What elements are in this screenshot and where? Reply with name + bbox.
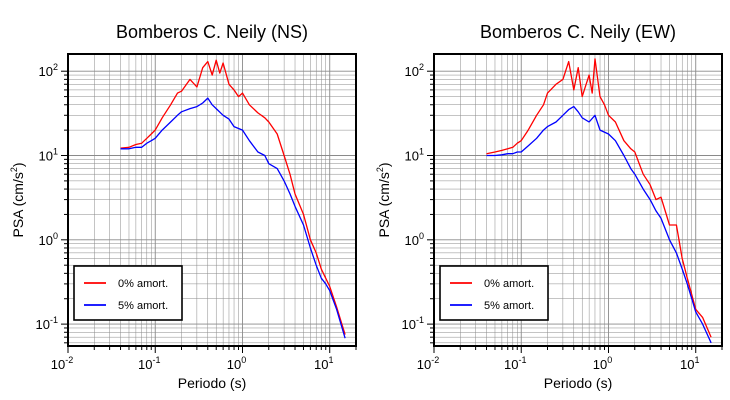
x-axis [67,346,357,353]
x-tick-label: 101 [680,355,699,372]
series-line-undamped [486,58,712,338]
legend-label: 0% amort. [118,278,168,290]
series-line-damped [486,105,712,344]
x-tick-label: 100 [593,355,612,372]
x-tick-label: 10-1 [504,355,526,372]
legend: 0% amort. 5% amort. [73,265,183,321]
x-tick-label: 10-2 [417,355,439,372]
legend-box [439,265,549,321]
y-tick-label: 102 [39,62,58,79]
y-axis [427,70,434,344]
y-tick-label: 10-1 [36,315,58,332]
legend-label: 5% amort. [484,300,534,312]
x-axis-label: Periodo (s) [544,375,612,391]
x-tick-label: 100 [227,355,246,372]
x-axis [433,346,723,353]
chart-panel-2: 10-2 10-1 100 101 10-1 100 101 102 Bomberos C. N… [375,22,723,391]
y-axis-label: PSA (cm/s2) [9,162,26,237]
legend: 0% amort. 5% amort. [439,265,549,321]
x-tick-label: 10-2 [51,355,73,372]
y-axis [61,70,68,344]
y-tick-label: 100 [39,231,58,248]
x-tick-label: 101 [314,355,333,372]
x-tick-label: 10-1 [138,355,160,372]
chart-title: Bomberos C. Neily (EW) [480,22,676,42]
chart-title: Bomberos C. Neily (NS) [116,22,308,42]
y-tick-label: 101 [405,147,424,164]
series-line-damped [120,97,346,339]
legend-label: 0% amort. [484,278,534,290]
x-axis-label: Periodo (s) [178,375,246,391]
series-line-undamped [120,59,346,335]
y-tick-label: 100 [405,231,424,248]
y-tick-label: 10-1 [402,315,424,332]
y-axis-label: PSA (cm/s2) [375,162,392,237]
legend-label: 5% amort. [118,300,168,312]
y-tick-label: 101 [39,147,58,164]
chart-panel-1: 10-2 10-1 100 101 10-1 100 101 102 Bomberos C. N… [9,22,357,391]
y-tick-label: 102 [405,62,424,79]
legend-box [73,265,183,321]
grid [67,54,357,346]
